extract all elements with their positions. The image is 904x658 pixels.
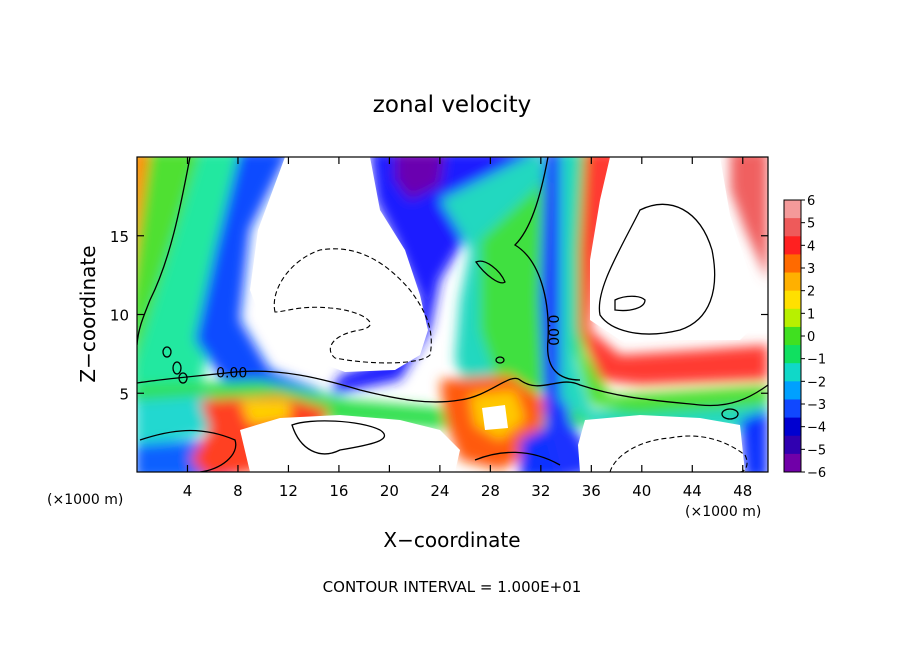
colorbar-swatch [784, 453, 801, 473]
y-tick-label: 10 [110, 307, 129, 325]
colorbar-label: −2 [807, 375, 826, 390]
contour-dashed-lines [273, 248, 748, 472]
colorbar-label: 4 [807, 239, 815, 254]
field-right-edge-red [730, 157, 768, 280]
contour-interval-note: CONTOUR INTERVAL = 1.000E+01 [323, 578, 582, 596]
y-axis-label: Z−coordinate [76, 245, 100, 382]
x-unit-right: (×1000 m) [685, 504, 761, 520]
contour-loop-right [598, 203, 716, 335]
colorbar-label: −3 [807, 398, 826, 413]
colorbar-label: 0 [807, 330, 815, 345]
colorbar-label: −1 [807, 353, 826, 368]
contour-label: 0.00 [216, 366, 247, 382]
colorbar-swatch [784, 381, 801, 400]
white-region-upper-right [590, 157, 760, 340]
contour-zero-left [137, 157, 191, 346]
x-tick-label: 44 [683, 482, 702, 500]
contour-labels: 0.00 0.00 [216, 315, 560, 382]
colorbar-swatch [784, 363, 801, 382]
field-right-lower-blue [740, 410, 768, 472]
colorbar-swatch [784, 345, 801, 364]
x-tick-label: 48 [733, 482, 752, 500]
colorbar-swatch [784, 435, 801, 455]
contour-lines [137, 157, 768, 472]
field-right-blue [540, 157, 600, 472]
x-tick-label: 24 [430, 482, 449, 500]
colorbar-swatch [784, 254, 801, 274]
colorbar-label: 3 [807, 262, 815, 277]
white-region-lower-mid [482, 405, 508, 430]
colorbar-swatch [784, 272, 801, 292]
colorbar-label: 5 [807, 217, 815, 232]
y-tick-label: 15 [110, 228, 129, 246]
colorbar-label: −5 [807, 443, 826, 458]
contour-ellipse-mid [475, 260, 506, 284]
field-central-purple [395, 157, 444, 200]
colorbar-swatch [784, 200, 801, 219]
contour-label: 0.00 [544, 315, 560, 346]
x-tick-label: 28 [481, 482, 500, 500]
colorbar-label: −4 [807, 421, 826, 436]
x-unit-left: (×1000 m) [47, 492, 123, 508]
contour-zero-mid [513, 157, 581, 381]
colorbar-label: −6 [807, 466, 826, 481]
chart-title: zonal velocity [373, 92, 531, 118]
colorbar-label: 6 [807, 194, 815, 209]
x-tick-label: 36 [582, 482, 601, 500]
colorbar: 6 5 4 3 2 1 0 −1 −2 −3 −4 −5 −6 [783, 194, 826, 481]
field-central-green [480, 180, 560, 395]
x-tick-label: 4 [183, 482, 193, 500]
contour-negative-lower-right [609, 435, 748, 472]
colorbar-label: 2 [807, 285, 815, 300]
colorbar-label: 1 [807, 307, 815, 322]
contour-ellipse-left-1 [162, 346, 172, 358]
x-tick-label: 32 [531, 482, 550, 500]
contour-ellipse-left-2 [172, 361, 182, 375]
x-axis-ticks: 4 8 12 16 20 24 28 32 36 40 44 48 [183, 157, 752, 500]
contour-zero-bottom [139, 429, 561, 472]
x-tick-label: 40 [632, 482, 651, 500]
x-tick-label: 12 [279, 482, 298, 500]
colorbar-swatch [784, 417, 801, 437]
contour-positive-lower-left [291, 420, 386, 455]
field-right-red [580, 157, 768, 385]
field-left-band-blue [195, 157, 330, 400]
x-tick-label: 20 [380, 482, 399, 500]
field-lower-cyan-left [137, 395, 220, 450]
contour-negative-upper [273, 248, 432, 364]
colorbar-swatch [784, 218, 801, 237]
white-region-upper-left [250, 157, 428, 372]
colorbar-swatch [784, 290, 801, 310]
x-axis-label: X−coordinate [383, 528, 520, 552]
y-axis-ticks: 5 10 15 [110, 228, 768, 403]
colorbar-swatch [784, 236, 801, 255]
x-tick-label: 8 [233, 482, 243, 500]
contour-loop-small-right [614, 295, 646, 312]
colorbar-swatch [784, 399, 801, 419]
x-tick-label: 16 [329, 482, 348, 500]
white-region-lower-right [578, 415, 745, 472]
colorbar-swatch [784, 326, 801, 346]
contour-ellipse-left-3 [178, 372, 188, 384]
plot-area [137, 157, 768, 472]
contour-ellipse-lower-right [721, 408, 739, 420]
contour-ellipse-small [495, 356, 505, 364]
colorbar-swatch [784, 308, 801, 328]
white-region-lower-left [240, 415, 460, 472]
y-tick-label: 5 [119, 385, 129, 403]
contour-zero-lower [137, 370, 768, 407]
